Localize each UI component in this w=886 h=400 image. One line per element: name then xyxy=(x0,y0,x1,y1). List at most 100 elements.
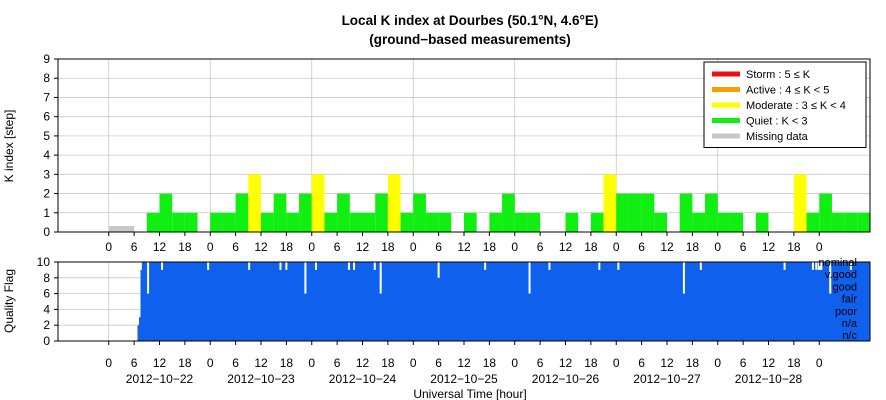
k-bar xyxy=(387,174,401,232)
q-xtick-label: 6 xyxy=(435,356,442,370)
date-label: 2012−10−22 xyxy=(126,372,194,386)
k-xtick-label: 6 xyxy=(435,240,442,254)
q-xtick-label: 18 xyxy=(686,356,700,370)
k-bar xyxy=(730,212,744,232)
k-ytick-label: 6 xyxy=(43,110,50,124)
k-xtick-label: 12 xyxy=(457,240,471,254)
k-bar xyxy=(159,193,173,232)
k-xtick-label: 6 xyxy=(638,240,645,254)
k-xtick-label: 12 xyxy=(762,240,776,254)
q-ytick-label: 8 xyxy=(43,271,50,285)
k-bar xyxy=(413,193,426,232)
k-xtick-label: 18 xyxy=(584,240,598,254)
k-bar xyxy=(590,212,604,232)
quality-flag-label: n/a xyxy=(842,318,858,330)
quality-dip xyxy=(548,262,551,270)
quality-dip xyxy=(817,262,820,270)
date-label: 2012−10−24 xyxy=(329,372,397,386)
legend-entry: Active : 4 ≤ K < 5 xyxy=(746,85,829,97)
k-bar-missing xyxy=(121,226,135,232)
q-xtick-label: 6 xyxy=(334,356,341,370)
quality-dip xyxy=(484,262,487,270)
k-xtick-label: 0 xyxy=(714,240,721,254)
quality-flag-label: poor xyxy=(835,306,857,318)
q-xtick-label: 0 xyxy=(207,356,214,370)
k-xtick-label: 0 xyxy=(816,240,823,254)
k-bar xyxy=(705,193,718,232)
k-bar xyxy=(806,212,820,232)
k-ytick-label: 2 xyxy=(43,187,50,201)
k-bar xyxy=(235,193,249,232)
k-ytick-label: 7 xyxy=(43,90,50,104)
k-xtick-label: 6 xyxy=(232,240,239,254)
k-xtick-label: 18 xyxy=(381,240,395,254)
k-bar xyxy=(641,193,655,232)
q-xtick-label: 6 xyxy=(638,356,645,370)
quality-flag-label: nominal xyxy=(818,257,857,269)
legend-entry: Missing data xyxy=(746,131,809,143)
q-xtick-label: 12 xyxy=(457,356,471,370)
q-xtick-label: 18 xyxy=(178,356,192,370)
date-label: 2012−10−23 xyxy=(227,372,295,386)
k-xtick-label: 12 xyxy=(153,240,167,254)
k-xtick-label: 6 xyxy=(334,240,341,254)
k-bar xyxy=(489,212,503,232)
q-xtick-label: 6 xyxy=(131,356,138,370)
k-xtick-label: 18 xyxy=(280,240,294,254)
quality-dip xyxy=(248,262,251,270)
quality-dip xyxy=(617,262,620,270)
k-bar xyxy=(324,212,338,232)
k-xtick-label: 0 xyxy=(308,240,315,254)
q-xtick-label: 12 xyxy=(153,356,167,370)
quality-dip xyxy=(682,262,685,294)
quality-dip xyxy=(598,262,601,270)
q-xtick-label: 18 xyxy=(483,356,497,370)
k-bar xyxy=(299,193,312,232)
date-label: 2012−10−27 xyxy=(633,372,701,386)
q-xtick-label: 12 xyxy=(254,356,268,370)
quality-dip xyxy=(819,262,822,270)
date-label: 2012−10−25 xyxy=(430,372,498,386)
k-ytick-label: 8 xyxy=(43,71,50,85)
k-bar xyxy=(819,193,832,232)
k-bar xyxy=(311,174,325,232)
quality-area xyxy=(137,262,870,341)
k-ytick-label: 0 xyxy=(43,225,50,239)
k-bar xyxy=(273,193,287,232)
quality-dip xyxy=(699,262,702,270)
k-xtick-label: 18 xyxy=(686,240,700,254)
q-xtick-label: 6 xyxy=(537,356,544,370)
q-xtick-label: 12 xyxy=(762,356,776,370)
k-bar xyxy=(679,193,693,232)
q-xtick-label: 12 xyxy=(356,356,370,370)
k-bar xyxy=(222,212,236,232)
quality-dip xyxy=(379,262,382,294)
k-bar xyxy=(857,212,870,232)
k-xtick-label: 18 xyxy=(483,240,497,254)
k-bar xyxy=(375,193,388,232)
quality-dip xyxy=(815,262,818,270)
k-xtick-label: 12 xyxy=(254,240,268,254)
legend-entry: Moderate : 3 ≤ K < 4 xyxy=(746,100,846,112)
q-xtick-label: 0 xyxy=(410,356,417,370)
k-ytick-label: 9 xyxy=(43,52,50,66)
k-bar xyxy=(464,212,477,232)
q-xtick-label: 0 xyxy=(105,356,112,370)
quality-dip xyxy=(783,262,786,270)
k-bar xyxy=(400,212,414,232)
k-xtick-label: 18 xyxy=(178,240,192,254)
legend: Storm : 5 ≤ K Active : 4 ≤ K < 5 Moderate … xyxy=(703,61,867,148)
k-bar xyxy=(337,193,350,232)
x-axis-label: Universal Time [hour] xyxy=(413,387,526,400)
quality-flag-label: v.good xyxy=(825,269,857,281)
k-bar xyxy=(514,212,528,232)
date-label: 2012−10−28 xyxy=(735,372,803,386)
quality-dip xyxy=(528,262,531,294)
k-bar xyxy=(425,212,439,232)
k-bar xyxy=(261,212,274,232)
quality-dip xyxy=(347,262,350,270)
k-bar xyxy=(438,212,452,232)
k-bar xyxy=(502,193,515,232)
k-bar xyxy=(286,212,300,232)
quality-dip xyxy=(314,262,317,270)
